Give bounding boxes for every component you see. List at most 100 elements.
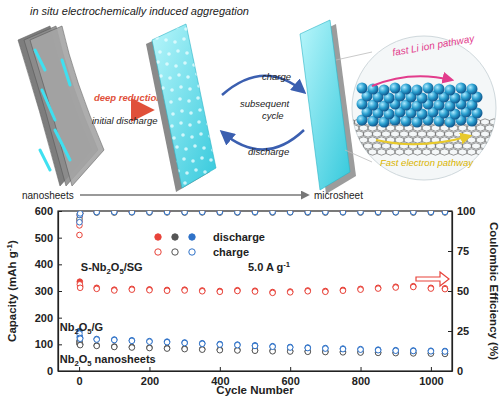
sphere xyxy=(412,85,423,96)
point xyxy=(411,211,417,214)
tick-mark xyxy=(448,331,452,332)
arrow xyxy=(92,108,150,112)
point xyxy=(164,345,170,351)
particle xyxy=(188,87,192,91)
point xyxy=(235,342,241,348)
lattice-cell xyxy=(476,125,485,131)
particle xyxy=(206,86,210,90)
point xyxy=(252,289,258,295)
lattice-cell xyxy=(368,137,377,143)
particle xyxy=(157,26,161,30)
tick-label: 0 xyxy=(47,365,53,377)
lattice-cell xyxy=(373,143,382,149)
tick-mark xyxy=(58,344,62,345)
particle xyxy=(206,122,210,126)
particle xyxy=(170,88,174,92)
point xyxy=(129,338,135,344)
y2-axis-title: Coulombic Efficiency (%) xyxy=(488,222,500,360)
point xyxy=(428,348,434,354)
point xyxy=(323,211,329,214)
aggregated-slab xyxy=(146,24,223,192)
point xyxy=(411,348,417,354)
tick: 0 xyxy=(448,365,463,377)
particle xyxy=(185,171,189,175)
particle xyxy=(152,120,156,124)
lattice-cell xyxy=(481,143,490,149)
text-part: Nb xyxy=(60,353,75,365)
point xyxy=(77,211,83,216)
tick: 75 xyxy=(448,245,469,257)
point xyxy=(164,288,170,294)
tick-mark xyxy=(58,371,62,372)
lattice-cell xyxy=(467,149,476,155)
point xyxy=(111,337,117,343)
lattice-cell xyxy=(472,143,481,149)
lattice-cell xyxy=(395,149,404,155)
lattice-cell xyxy=(391,131,400,137)
tick-label: 800 xyxy=(352,375,370,387)
particle xyxy=(189,111,193,115)
point xyxy=(287,290,293,296)
point xyxy=(340,211,346,214)
point xyxy=(270,289,276,295)
tick-label: 25 xyxy=(457,325,469,337)
particle xyxy=(164,38,168,42)
lattice-cell xyxy=(454,143,463,149)
point xyxy=(235,288,241,294)
particle xyxy=(161,122,165,126)
particle xyxy=(166,28,170,32)
lattice-cell xyxy=(364,131,373,137)
point xyxy=(111,344,117,350)
figure: in situ electrochemically induced aggreg… xyxy=(0,0,500,397)
particle xyxy=(200,36,204,40)
tick-label: 300 xyxy=(35,285,53,297)
point xyxy=(287,211,293,215)
point xyxy=(340,346,346,352)
particle xyxy=(184,27,188,31)
inset xyxy=(346,36,500,180)
legend-marker xyxy=(155,249,161,255)
point xyxy=(411,283,417,289)
point xyxy=(305,211,311,215)
point xyxy=(270,344,276,350)
particle xyxy=(176,49,180,53)
point xyxy=(235,287,241,293)
legend: dischargecharge xyxy=(155,231,265,258)
inset-label: fast Li ion pathway xyxy=(391,33,475,58)
lattice-cell xyxy=(436,143,445,149)
point xyxy=(129,344,135,350)
schematic: in situ electrochemically induced aggreg… xyxy=(18,5,500,201)
particle xyxy=(182,157,186,161)
particle xyxy=(211,148,215,152)
series xyxy=(77,211,448,228)
cyan-strip xyxy=(42,90,55,120)
particle xyxy=(151,96,155,100)
particle xyxy=(216,112,220,116)
point xyxy=(287,289,293,295)
lattice-cell xyxy=(359,125,368,131)
text-part: /G xyxy=(92,321,104,333)
point xyxy=(199,211,205,215)
annotation: Nb2O5/G xyxy=(60,321,103,336)
tick-mark xyxy=(79,367,80,371)
plot-frame xyxy=(58,211,452,371)
cyan-strip xyxy=(62,60,70,85)
lattice-cell xyxy=(373,131,382,137)
tick-label: 75 xyxy=(457,245,469,257)
legend-marker xyxy=(172,249,178,255)
tick: 500 xyxy=(35,232,62,244)
point xyxy=(393,284,399,290)
stage-label: nanosheets xyxy=(22,190,74,201)
point xyxy=(393,211,399,215)
lattice-cell xyxy=(418,131,427,137)
legend-label: discharge xyxy=(213,231,265,243)
lattice-cell xyxy=(499,119,500,125)
tick-label: 100 xyxy=(35,338,53,350)
lattice-cell xyxy=(395,125,404,131)
tick-label: 50 xyxy=(457,285,469,297)
point xyxy=(129,211,135,214)
point xyxy=(182,211,188,215)
point xyxy=(182,288,188,294)
point xyxy=(77,211,83,216)
point xyxy=(94,211,100,215)
